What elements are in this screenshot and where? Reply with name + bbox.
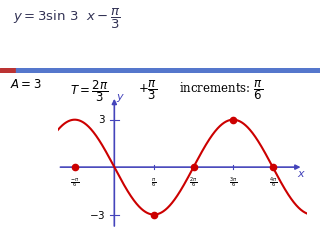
Text: $T=\dfrac{2\pi}{3}$: $T=\dfrac{2\pi}{3}$ [70,78,109,104]
Text: $y$: $y$ [116,92,125,104]
Text: increments: $\dfrac{\pi}{6}$: increments: $\dfrac{\pi}{6}$ [179,78,263,102]
Text: $\frac{4\pi}{6}$: $\frac{4\pi}{6}$ [268,176,277,190]
Text: $\frac{2\pi}{6}$: $\frac{2\pi}{6}$ [189,176,198,190]
Bar [0,68,16,73]
Text: $A=3$: $A=3$ [10,78,41,91]
Text: $\frac{-\pi}{6}$: $\frac{-\pi}{6}$ [70,176,79,189]
Text: $\frac{\pi}{6}$: $\frac{\pi}{6}$ [151,176,156,189]
Text: $+\dfrac{\pi}{3}$: $+\dfrac{\pi}{3}$ [138,78,157,102]
Text: $x$: $x$ [297,169,306,179]
Text: $y=3\mathrm{sin}\ 3\ \ x-\dfrac{\pi}{3}$: $y=3\mathrm{sin}\ 3\ \ x-\dfrac{\pi}{3}$ [13,7,121,31]
Text: $-3$: $-3$ [89,209,105,221]
Text: 3: 3 [99,115,105,125]
Text: $\frac{3\pi}{6}$: $\frac{3\pi}{6}$ [229,176,237,190]
